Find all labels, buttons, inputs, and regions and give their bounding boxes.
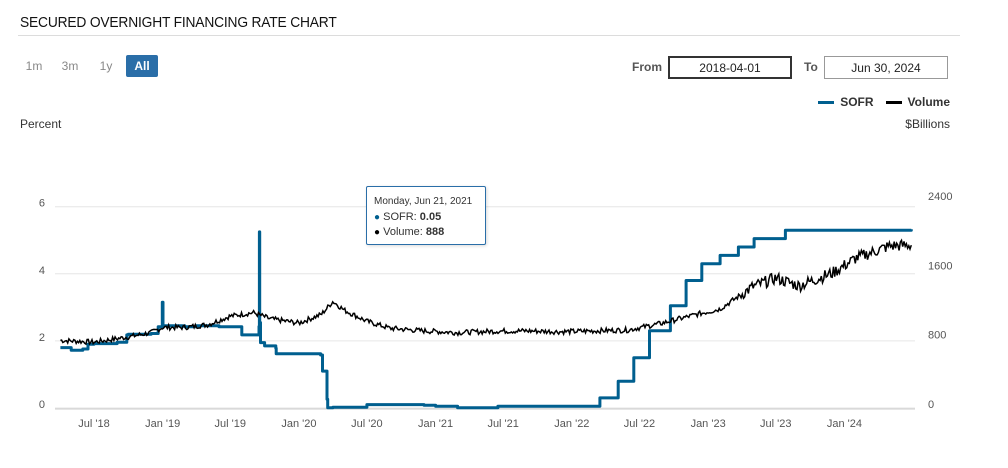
sofr-series-line bbox=[60, 228, 913, 410]
right-tick-label: 2400 bbox=[928, 191, 952, 203]
tooltip-volume-label: Volume: bbox=[383, 226, 423, 238]
volume-series-line bbox=[60, 238, 913, 346]
x-tick-label: Jan '19 bbox=[145, 418, 180, 430]
tooltip-date: Monday, Jun 21, 2021 bbox=[374, 196, 473, 207]
chart-tooltip: Monday, Jun 21, 2021 ● SOFR: 0.05 ● Volu… bbox=[366, 186, 486, 245]
left-tick-label: 4 bbox=[39, 265, 45, 277]
tooltip-sofr-value: 0.05 bbox=[419, 211, 442, 223]
chart-legend: SOFR Volume bbox=[818, 95, 950, 109]
x-tick-label: Jul '23 bbox=[760, 418, 791, 430]
x-tick-label: Jan '24 bbox=[827, 418, 862, 430]
tooltip-sofr-row: ● SOFR: 0.05 bbox=[374, 211, 441, 223]
x-tick-label: Jul '21 bbox=[487, 418, 518, 430]
range-selector: 1m 3m 1y All bbox=[18, 55, 158, 77]
range-button-3m[interactable]: 3m bbox=[61, 59, 79, 73]
right-tick-label: 1600 bbox=[928, 260, 952, 272]
tooltip-sofr-label: SOFR: bbox=[383, 211, 417, 223]
x-tick-label: Jan '22 bbox=[554, 418, 589, 430]
x-tick-label: Jan '21 bbox=[418, 418, 453, 430]
legend-swatch-sofr bbox=[818, 100, 835, 104]
right-axis-title: $Billions bbox=[905, 117, 950, 131]
range-button-1m[interactable]: 1m bbox=[25, 59, 43, 73]
x-tick-label: Jul '20 bbox=[351, 418, 382, 430]
legend-swatch-volume bbox=[885, 100, 902, 104]
legend-item-sofr[interactable]: SOFR bbox=[818, 95, 874, 109]
left-tick-label: 6 bbox=[39, 198, 45, 210]
left-tick-label: 2 bbox=[39, 332, 45, 344]
legend-label-volume: Volume bbox=[907, 95, 950, 109]
tooltip-sofr-dot-icon: ● bbox=[374, 212, 381, 223]
to-date-input[interactable] bbox=[824, 56, 948, 79]
legend-label-sofr: SOFR bbox=[840, 95, 874, 109]
title-divider bbox=[18, 35, 960, 36]
from-date-input[interactable] bbox=[668, 56, 792, 79]
x-tick-label: Jul '18 bbox=[78, 418, 109, 430]
left-axis-title: Percent bbox=[20, 117, 62, 131]
tooltip-volume-dot-icon: ● bbox=[374, 227, 381, 238]
to-label: To bbox=[804, 60, 818, 74]
left-tick-label: 0 bbox=[39, 399, 45, 411]
range-button-1y[interactable]: 1y bbox=[99, 59, 113, 73]
x-tick-label: Jul '22 bbox=[624, 418, 655, 430]
x-tick-label: Jan '20 bbox=[281, 418, 316, 430]
from-label: From bbox=[632, 60, 662, 74]
legend-item-volume[interactable]: Volume bbox=[885, 95, 950, 109]
x-tick-label: Jan '23 bbox=[691, 418, 726, 430]
right-tick-label: 800 bbox=[928, 330, 946, 342]
right-tick-label: 0 bbox=[928, 399, 934, 411]
tooltip-volume-value: 888 bbox=[425, 226, 445, 238]
chart-title: SECURED OVERNIGHT FINANCING RATE CHART bbox=[20, 14, 337, 31]
tooltip-volume-row: ● Volume: 888 bbox=[374, 226, 444, 238]
x-tick-label: Jul '19 bbox=[215, 418, 246, 430]
range-button-all[interactable]: All bbox=[126, 55, 158, 77]
